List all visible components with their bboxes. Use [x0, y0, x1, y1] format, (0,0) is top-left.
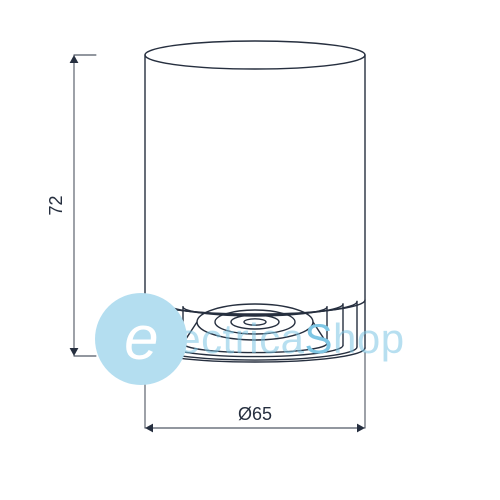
- technical-drawing-svg: 72 Ø65: [0, 0, 500, 500]
- diameter-dimension-label: Ø65: [238, 404, 272, 424]
- height-dimension-label: 72: [46, 195, 66, 215]
- drawing-stage: 72Ø65 e lectricaShop: [0, 0, 500, 500]
